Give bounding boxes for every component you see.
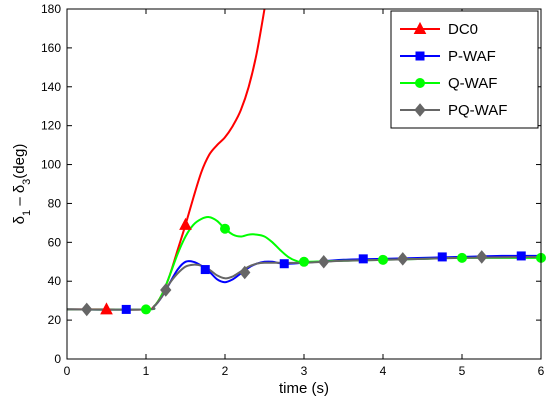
y-label-sub1: 1: [21, 210, 33, 216]
y-tick-label: 180: [41, 2, 61, 16]
legend-item-p-waf: P-WAF: [400, 48, 496, 65]
legend-label-p-waf: P-WAF: [448, 48, 496, 65]
y-label-sub2: 3: [21, 179, 33, 185]
x-tick-label: 6: [538, 364, 545, 378]
data-point-p-waf: [437, 252, 447, 262]
x-tick-label: 0: [64, 364, 71, 378]
y-tick-label: 80: [48, 196, 62, 210]
legend-item-pq-waf: PQ-WAF: [400, 102, 507, 119]
legend-label-dc0: DC0: [448, 21, 478, 38]
y-label-unit: (deg): [11, 144, 28, 179]
legend-box: [390, 10, 539, 129]
data-point-pq-waf: [160, 283, 172, 297]
x-tick-label: 3: [301, 364, 308, 378]
data-point-p-waf: [516, 251, 526, 261]
y-axis-label: δ1 – δ3(deg): [11, 144, 33, 225]
data-point-q-waf: [457, 252, 467, 263]
data-point-p-waf: [279, 259, 289, 269]
legend: DC0 P-WAF Q-WAF PQ-WAF: [390, 10, 539, 129]
data-point-q-waf: [378, 254, 388, 265]
data-point-q-waf: [141, 304, 151, 315]
legend-marker-q-waf: [415, 78, 425, 88]
y-tick-label: 140: [41, 80, 61, 94]
y-tick-label: 100: [41, 158, 61, 172]
data-point-pq-waf: [239, 265, 251, 280]
series-layer: [67, 9, 541, 311]
data-point-dc0: [179, 217, 192, 230]
data-point-pq-waf: [318, 254, 330, 269]
x-axis-label: time (s): [279, 380, 329, 397]
data-point-p-waf: [121, 304, 131, 314]
x-tick-label: 5: [459, 364, 466, 378]
y-tick-label: 0: [54, 352, 61, 366]
legend-marker-dc0: [413, 21, 427, 34]
y-tick-label: 20: [48, 313, 62, 327]
series-line-pq-waf: [67, 255, 541, 311]
y-tick-label: 160: [41, 41, 61, 55]
x-tick-label: 2: [222, 364, 229, 378]
x-tick-label: 1: [143, 364, 150, 378]
legend-marker-p-waf: [415, 51, 425, 61]
y-label-sep: – δ: [11, 185, 28, 210]
legend-item-dc0: DC0: [400, 21, 478, 38]
data-point-p-waf: [200, 265, 210, 275]
data-point-p-waf: [358, 254, 368, 264]
data-point-pq-waf: [397, 252, 409, 266]
legend-label-q-waf: Q-WAF: [448, 75, 497, 92]
data-point-q-waf: [220, 223, 230, 234]
data-point-pq-waf: [81, 302, 93, 317]
y-label-base: δ: [11, 216, 28, 224]
data-point-dc0: [100, 302, 113, 315]
data-point-q-waf: [299, 256, 309, 267]
y-tick-label: 40: [48, 274, 62, 288]
legend-item-q-waf: Q-WAF: [400, 75, 497, 92]
legend-marker-pq-waf: [414, 103, 426, 117]
x-tick-label: 4: [380, 364, 387, 378]
legend-label-pq-waf: PQ-WAF: [448, 102, 507, 119]
y-tick-label: 60: [48, 235, 62, 249]
data-point-pq-waf: [476, 250, 488, 264]
y-tick-label: 120: [41, 119, 61, 133]
